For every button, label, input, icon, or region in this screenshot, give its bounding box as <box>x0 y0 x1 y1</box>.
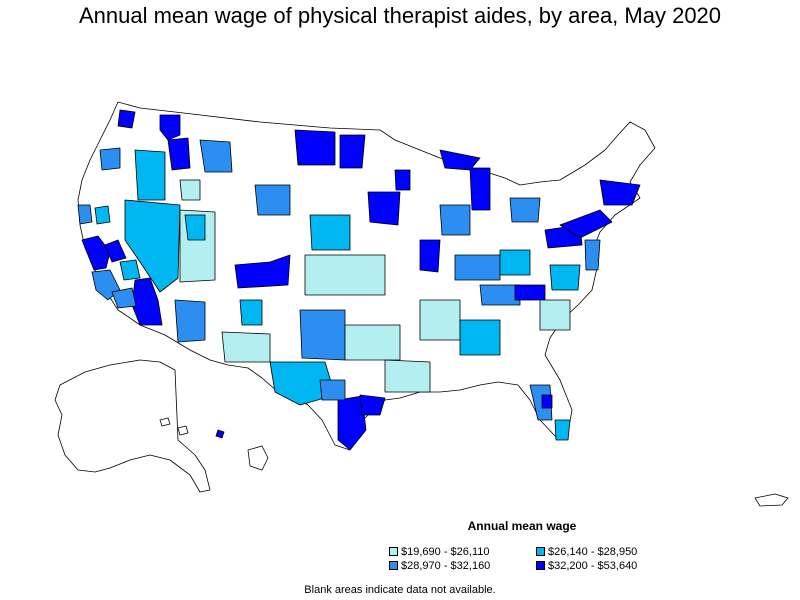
legend-label: $28,970 - $32,160 <box>401 560 491 572</box>
legend-title: Annual mean wage <box>467 519 577 533</box>
hawaii-island <box>177 425 189 436</box>
legend-label: $32,200 - $53,640 <box>548 560 638 572</box>
legend-swatch <box>389 561 398 570</box>
hawaii-island <box>215 429 225 439</box>
alaska-outline <box>54 359 211 493</box>
legend-item: $19,690 - $26,110 <box>389 545 489 559</box>
hawaii-island <box>159 417 171 427</box>
legend-item: $28,970 - $32,160 <box>389 559 490 573</box>
map-title: Annual mean wage of physical therapist a… <box>78 3 722 28</box>
legend-label: $26,140 - $28,950 <box>548 546 638 558</box>
hawaii-island <box>247 445 269 471</box>
legend-item: $26,140 - $28,950 <box>536 545 637 559</box>
legend-label: $19,690 - $26,110 <box>401 546 490 558</box>
legend-swatch <box>536 561 545 570</box>
legend-swatch <box>389 547 398 556</box>
legend-swatch <box>536 547 545 556</box>
puerto-rico-outline <box>754 493 789 507</box>
legend-item: $32,200 - $53,640 <box>536 559 637 573</box>
blank-areas-note: Blank areas indicate data not available. <box>304 584 496 596</box>
